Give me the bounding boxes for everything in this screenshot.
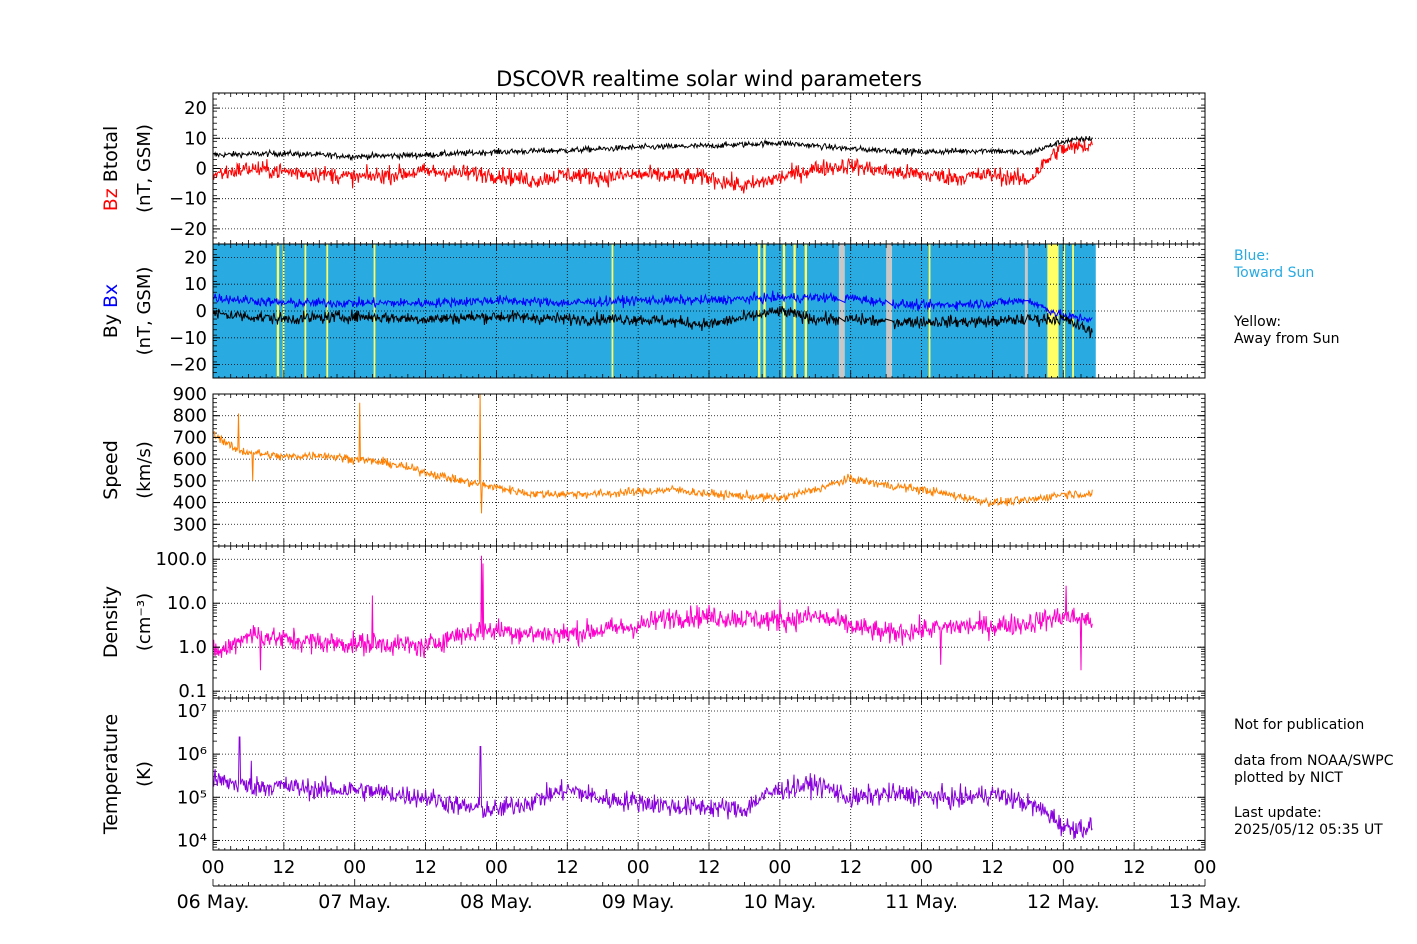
footer-last-update-time: 2025/05/12 05:35 UT	[1234, 822, 1383, 838]
series-density-line	[212, 555, 1093, 671]
series-bx-line	[212, 290, 1093, 323]
series-temperature-line	[212, 736, 1093, 840]
y-tick-label: 10⁵	[177, 787, 207, 808]
footer-data-source: data from NOAA/SWPC	[1234, 753, 1394, 769]
y-tick-label: 0.1	[178, 681, 207, 702]
y-tick-label: 500	[173, 471, 207, 492]
chart-title: DSCOVR realtime solar wind parameters	[496, 67, 922, 91]
y-tick-label: 600	[173, 449, 207, 470]
y-tick-label: 400	[173, 493, 207, 514]
y-tick-label: 0	[196, 301, 207, 322]
day-label: 09 May.	[602, 891, 675, 913]
legend-yellow-label: Yellow:	[1234, 314, 1282, 330]
y-tick-label: 900	[173, 384, 207, 405]
day-label: 07 May.	[318, 891, 391, 913]
x-tick-label: 12	[272, 857, 295, 878]
y-axis-label: Bz Btotal	[100, 126, 122, 212]
y-axis-label: By Bx	[100, 284, 122, 339]
x-tick-label: 12	[981, 857, 1004, 878]
x-tick-label: 12	[839, 857, 862, 878]
away-sector-band	[928, 244, 931, 378]
y-tick-label: −10	[169, 328, 207, 349]
y-axis-units: (nT, GSM)	[134, 267, 155, 356]
day-label: 10 May.	[743, 891, 816, 913]
legend-yellow-text: Away from Sun	[1234, 331, 1340, 347]
y-tick-label: 10.0	[167, 593, 207, 614]
y-tick-label: 700	[173, 427, 207, 448]
y-axis-label: Speed	[100, 440, 122, 500]
y-axis-units: (cm⁻³)	[134, 593, 155, 651]
legend-blue-text: Toward Sun	[1234, 265, 1315, 281]
series-btotal-line	[212, 135, 1093, 162]
y-tick-label: 20	[184, 247, 207, 268]
x-tick-label: 00	[910, 857, 933, 878]
day-label: 11 May.	[885, 891, 958, 913]
y-tick-label: 100.0	[155, 549, 207, 570]
y-tick-label: 10⁷	[177, 701, 207, 722]
y-tick-label: 20	[184, 98, 207, 119]
y-tick-label: −20	[169, 355, 207, 376]
y-axis-label: Temperature	[100, 714, 122, 835]
x-tick-label: 00	[1194, 857, 1217, 878]
series-bz-line	[212, 139, 1093, 194]
y-tick-label: −20	[169, 219, 207, 240]
day-label: 06 May.	[177, 891, 250, 913]
legend-blue-label: Blue:	[1234, 248, 1270, 264]
away-sector-band	[1072, 244, 1074, 378]
y-tick-label: 10	[184, 274, 207, 295]
x-tick-label: 00	[202, 857, 225, 878]
x-tick-label: 12	[556, 857, 579, 878]
x-tick-label: 12	[1123, 857, 1146, 878]
y-tick-label: 800	[173, 406, 207, 427]
y-tick-label: 0	[196, 159, 207, 180]
away-sector-band	[304, 244, 307, 378]
y-axis-units: (K)	[134, 761, 155, 787]
y-axis-units: (nT, GSM)	[134, 124, 155, 213]
x-tick-label: 00	[627, 857, 650, 878]
y-tick-label: 10⁶	[177, 744, 207, 765]
data-gap-band	[838, 244, 845, 378]
panel-magnetic-bz-btotal: −20 −10 0 10 20 Bz Btotal (nT, GSM)	[100, 92, 1206, 245]
y-axis-units: (km/s)	[134, 441, 155, 498]
away-sector-band	[373, 244, 376, 378]
y-tick-label: 10	[184, 128, 207, 149]
x-tick-label: 00	[343, 857, 366, 878]
y-tick-label: 10⁴	[177, 830, 207, 851]
y-tick-label: 300	[173, 514, 207, 535]
x-tick-label: 12	[698, 857, 721, 878]
panel-magnetic-by-bx: −20 −10 0 10 20 By Bx (nT, GSM)	[100, 243, 1206, 379]
x-tick-label: 00	[1052, 857, 1075, 878]
footer-plotted-by: plotted by NICT	[1234, 770, 1343, 786]
y-axis-label: Density	[100, 586, 122, 658]
day-label: 08 May.	[460, 891, 533, 913]
day-label: 13 May.	[1169, 891, 1242, 913]
day-label: 12 May.	[1027, 891, 1100, 913]
away-sector-band	[276, 244, 280, 378]
footer-last-update-label: Last update:	[1234, 805, 1322, 821]
data-gap-band	[886, 244, 893, 378]
footer-not-for-publication: Not for publication	[1234, 717, 1365, 733]
x-tick-label: 12	[414, 857, 437, 878]
away-sector-band	[804, 244, 808, 378]
series-by-line	[212, 306, 1093, 339]
panel-temperature: 10⁴ 10⁵ 10⁶ 10⁷ Temperature (K)	[100, 697, 1206, 851]
away-sector-band	[1063, 244, 1066, 378]
series-speed-line	[212, 393, 1093, 514]
y-tick-label: 1.0	[178, 637, 207, 658]
y-tick-label: −10	[169, 189, 207, 210]
x-tick-label: 00	[485, 857, 508, 878]
panel-density: 0.1 1.0 10.0 100.0 Density (cm⁻³)	[100, 545, 1206, 702]
x-axis: 00 12 00 12 00 12 00 12 00 12 00 12 00 12 00 06 May. 07 …	[177, 857, 1242, 913]
x-tick-label: 00	[768, 857, 791, 878]
